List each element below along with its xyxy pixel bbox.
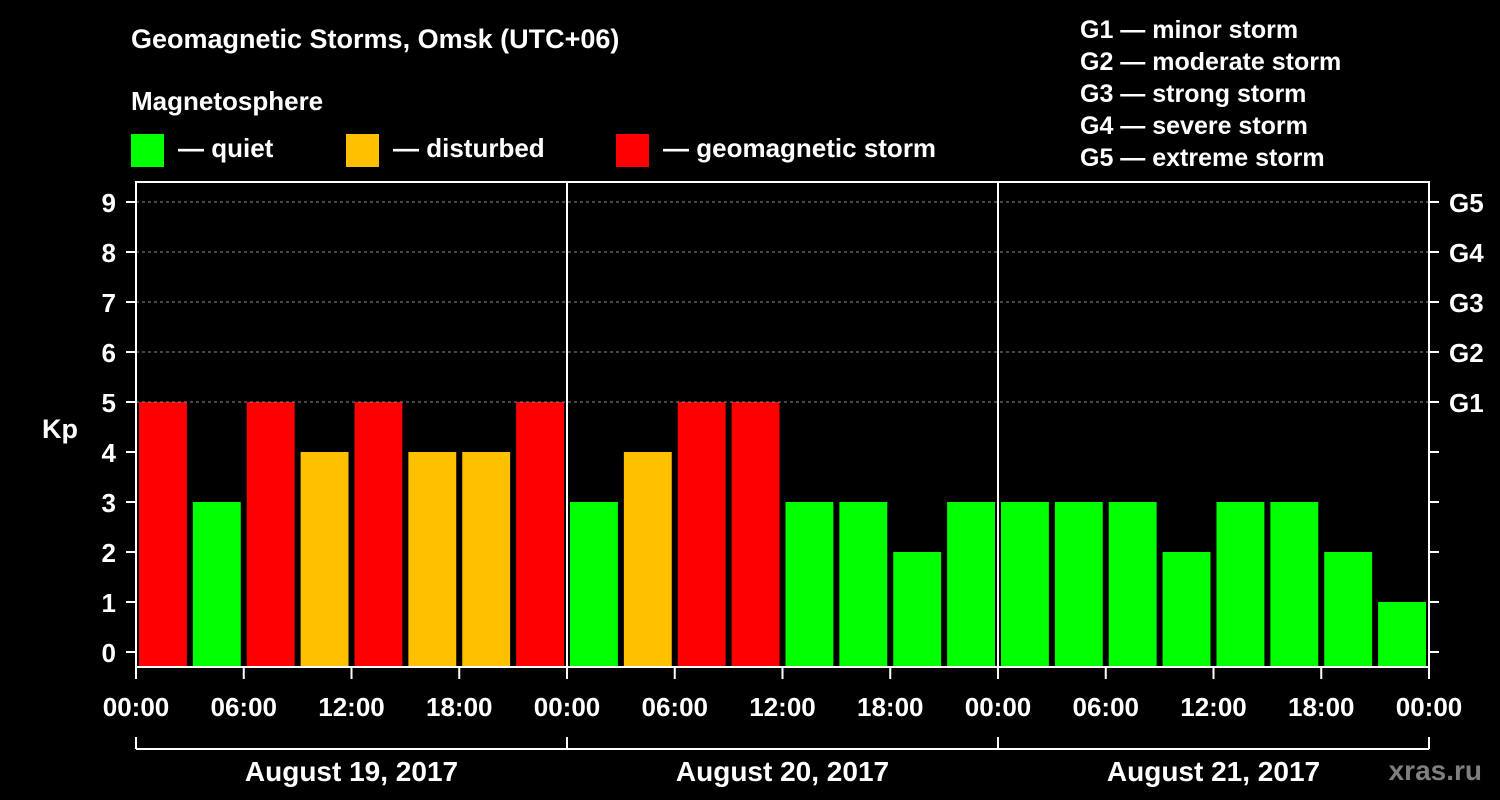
x-tick-label-9: 06:00 <box>1073 692 1140 722</box>
y-tick-label-2: 2 <box>102 538 116 568</box>
g-scale-item-g5: G5 — extreme storm <box>1080 144 1325 172</box>
bar-20 <box>1216 502 1265 667</box>
y-tick-label-9: 9 <box>102 188 116 218</box>
legend-label-quiet: — quiet <box>178 133 274 163</box>
bar-15 <box>947 502 995 667</box>
bar-5 <box>408 452 457 667</box>
g-scale-item-g3: G3 — strong storm <box>1080 80 1307 108</box>
bar-18 <box>1108 502 1157 667</box>
x-tick-label-2: 12:00 <box>318 692 385 722</box>
x-tick-label-11: 18:00 <box>1288 692 1355 722</box>
g-level-label-g3: G3 <box>1449 288 1484 318</box>
bar-7 <box>516 402 564 667</box>
legend-label-storm: — geomagnetic storm <box>663 133 937 163</box>
g-scale-item-g1: G1 — minor storm <box>1080 16 1299 44</box>
g-level-label-g2: G2 <box>1449 338 1484 368</box>
y-tick-label-7: 7 <box>102 288 116 318</box>
x-tick-label-8: 00:00 <box>965 692 1032 722</box>
chart-title: Geomagnetic Storms, Omsk (UTC+06) <box>131 24 620 54</box>
bar-9 <box>623 452 672 667</box>
g-scale-item-g4: G4 — severe storm <box>1080 112 1308 140</box>
bar-17 <box>1054 502 1103 667</box>
g-scale-item-g2: G2 — moderate storm <box>1080 48 1342 76</box>
bar-23 <box>1378 602 1426 667</box>
bar-19 <box>1162 552 1211 667</box>
y-tick-label-0: 0 <box>102 638 116 668</box>
x-tick-label-6: 12:00 <box>749 692 816 722</box>
watermark: xras.ru <box>1388 755 1482 786</box>
y-tick-label-8: 8 <box>102 238 116 268</box>
bar-13 <box>839 502 888 667</box>
bar-10 <box>677 402 726 667</box>
y-tick-label-3: 3 <box>102 488 116 518</box>
y-tick-label-4: 4 <box>102 438 117 468</box>
legend-swatch-quiet <box>131 134 164 167</box>
x-tick-label-5: 06:00 <box>642 692 709 722</box>
date-label-0: August 19, 2017 <box>245 756 458 787</box>
bar-11 <box>731 402 780 667</box>
bar-22 <box>1324 552 1373 667</box>
date-label-1: August 20, 2017 <box>676 756 889 787</box>
y-axis-label: Kp <box>42 414 78 444</box>
bar-8 <box>570 502 618 667</box>
x-tick-label-3: 18:00 <box>426 692 493 722</box>
x-tick-label-1: 06:00 <box>211 692 278 722</box>
y-tick-label-6: 6 <box>102 338 116 368</box>
x-tick-label-7: 18:00 <box>857 692 924 722</box>
g-level-label-g4: G4 <box>1449 238 1484 268</box>
x-tick-label-4: 00:00 <box>534 692 601 722</box>
legend-label-disturbed: — disturbed <box>393 133 545 163</box>
legend-swatch-disturbed <box>346 134 379 167</box>
g-scale-legend: G1 — minor storm G2 — moderate storm G3 … <box>1080 14 1341 174</box>
g-level-label-g1: G1 <box>1449 388 1484 418</box>
date-label-2: August 21, 2017 <box>1107 756 1320 787</box>
x-tick-label-12: 00:00 <box>1396 692 1463 722</box>
g-level-label-g5: G5 <box>1449 188 1484 218</box>
x-tick-label-0: 00:00 <box>103 692 170 722</box>
bar-21 <box>1270 502 1319 667</box>
bar-0 <box>139 402 187 667</box>
bar-4 <box>354 402 403 667</box>
bar-6 <box>462 452 511 667</box>
bar-14 <box>893 552 942 667</box>
y-tick-label-1: 1 <box>102 588 116 618</box>
bar-16 <box>1001 502 1049 667</box>
bar-2 <box>246 402 295 667</box>
bar-1 <box>192 502 241 667</box>
x-tick-label-10: 12:00 <box>1180 692 1247 722</box>
legend-heading: Magnetosphere <box>131 86 324 116</box>
y-tick-label-5: 5 <box>102 388 116 418</box>
bar-3 <box>300 452 349 667</box>
bar-12 <box>785 502 834 667</box>
legend-swatch-storm <box>616 134 649 167</box>
